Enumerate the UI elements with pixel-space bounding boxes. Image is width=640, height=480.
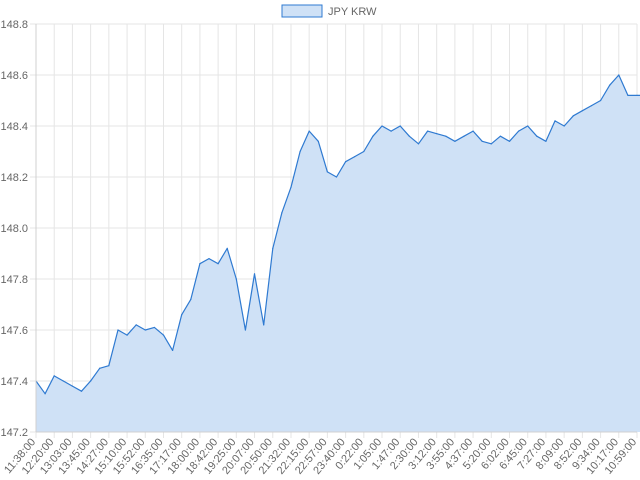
data-point	[354, 156, 356, 158]
data-point	[80, 390, 83, 392]
data-point	[117, 329, 119, 331]
y-tick-label: 148.4	[0, 121, 28, 133]
data-point	[426, 130, 429, 132]
data-point	[281, 212, 283, 214]
data-point	[390, 130, 392, 132]
data-point	[326, 171, 328, 173]
data-point	[171, 349, 174, 351]
data-point	[609, 84, 611, 86]
data-point	[572, 115, 574, 117]
data-point	[199, 263, 201, 265]
data-point	[563, 125, 565, 127]
data-point	[408, 135, 410, 137]
data-point	[190, 298, 192, 300]
data-point	[445, 135, 447, 137]
legend-label: JPY KRW	[328, 6, 377, 18]
data-point	[44, 393, 46, 395]
y-axis: 147.2 147.4 147.6 147.8 148.0 148.2 148.4 148.6…	[0, 19, 37, 439]
data-point	[627, 94, 629, 96]
data-point	[345, 161, 347, 163]
data-point	[472, 130, 474, 132]
data-point	[599, 99, 602, 102]
data-point	[144, 329, 146, 331]
data-point	[162, 334, 165, 336]
data-point	[417, 143, 420, 145]
data-point	[590, 105, 593, 107]
y-tick-label: 148.6	[0, 70, 28, 82]
legend[interactable]: JPY KRW	[281, 4, 377, 18]
data-point	[99, 367, 101, 369]
data-point	[208, 258, 210, 260]
data-point	[463, 135, 465, 137]
data-point	[527, 125, 529, 127]
data-point	[381, 125, 383, 127]
data-point	[263, 324, 265, 326]
data-point	[545, 140, 547, 142]
data-point	[490, 143, 492, 145]
data-point	[253, 273, 256, 275]
data-point	[272, 247, 274, 249]
data-point	[399, 125, 401, 127]
data-point	[536, 135, 538, 137]
data-point	[335, 176, 338, 178]
data-point	[508, 140, 511, 142]
data-point	[436, 133, 438, 135]
data-point	[226, 247, 228, 249]
y-tick-label: 147.4	[0, 376, 28, 388]
data-point	[618, 74, 620, 76]
data-point	[372, 135, 374, 137]
data-point	[244, 329, 247, 331]
y-tick-label: 148.0	[0, 223, 28, 235]
data-point	[53, 375, 55, 377]
data-point	[317, 140, 319, 142]
data-point	[126, 334, 128, 336]
data-point	[62, 380, 64, 382]
data-point	[499, 135, 502, 137]
y-tick-label: 147.2	[0, 427, 28, 439]
plot-area	[35, 74, 640, 432]
data-point	[299, 150, 301, 153]
data-point	[90, 380, 92, 382]
data-point	[481, 140, 483, 142]
data-point	[235, 278, 237, 280]
data-point	[308, 130, 310, 132]
legend-swatch	[281, 4, 323, 18]
y-tick-label: 147.8	[0, 274, 28, 286]
data-point	[108, 365, 110, 367]
data-point	[363, 150, 365, 153]
data-point	[135, 324, 137, 326]
data-point	[581, 110, 583, 112]
series-area	[36, 75, 640, 432]
x-axis: 11:38:0012:20:0013:03:0013:45:0014:27:00…	[2, 431, 639, 477]
data-point	[454, 140, 456, 142]
data-point	[181, 314, 183, 316]
y-tick-label: 148.8	[0, 19, 28, 31]
data-point	[554, 120, 556, 122]
y-tick-label: 147.6	[0, 325, 28, 337]
y-tick-label: 148.2	[0, 172, 28, 184]
data-point	[153, 326, 155, 329]
series-line	[35, 74, 640, 395]
data-point	[290, 186, 292, 188]
data-point	[217, 263, 219, 265]
data-point	[636, 94, 638, 96]
data-point	[71, 385, 74, 387]
data-point	[518, 130, 520, 132]
